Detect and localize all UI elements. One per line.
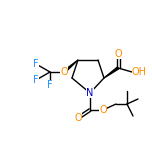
Text: N: N [86,88,94,98]
Text: F: F [47,80,53,90]
Text: O: O [114,49,122,59]
Text: F: F [33,75,39,85]
Text: O: O [60,67,68,77]
Polygon shape [104,67,119,78]
Text: F: F [33,59,39,69]
Text: O: O [99,105,107,115]
Text: OH: OH [132,67,147,77]
Text: O: O [74,113,82,123]
Polygon shape [63,60,78,73]
